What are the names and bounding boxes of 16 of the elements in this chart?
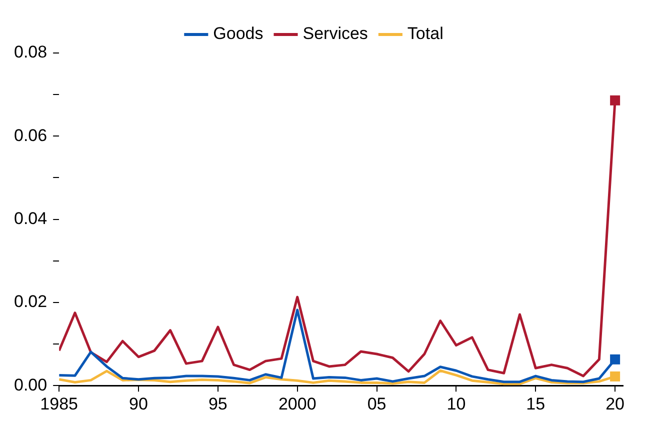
y-tick-label: 0.02: [14, 292, 48, 312]
x-tick-label: 15: [526, 394, 546, 414]
x-tick-label: 90: [129, 394, 148, 414]
y-tick-label: 0.08: [14, 42, 48, 62]
y-tick-label: 0.00: [14, 375, 48, 394]
x-tick-label: 1985: [40, 394, 78, 414]
x-tick-label: 05: [367, 394, 386, 414]
y-tick-label: 0.06: [14, 126, 48, 145]
legend-label: Goods: [213, 24, 264, 44]
y-tick-label: 0.04: [14, 208, 48, 228]
x-tick-label: 95: [208, 394, 228, 414]
x-tick-label: 10: [446, 394, 466, 414]
legend-label: Services: [302, 24, 368, 44]
legend-label: Total: [407, 24, 444, 44]
x-tick-label: 20: [606, 394, 625, 414]
x-tick-label: 2000: [278, 394, 316, 414]
